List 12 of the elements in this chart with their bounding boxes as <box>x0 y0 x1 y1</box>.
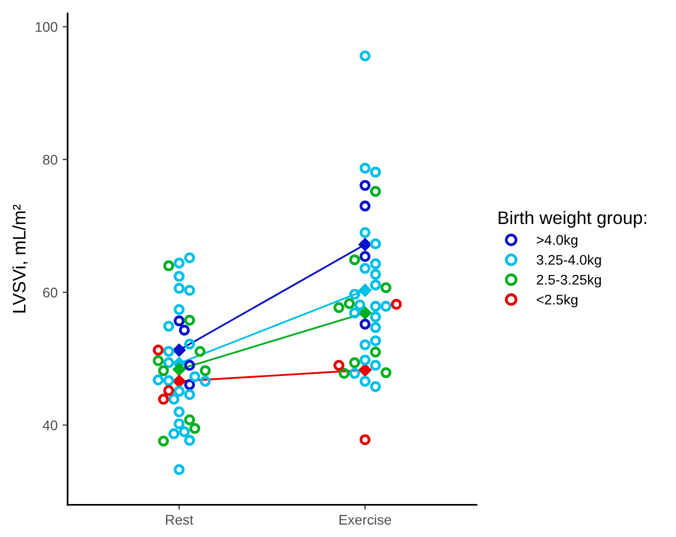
legend-label: 3.25-4.0kg <box>536 254 601 268</box>
x-tick-label: Exercise <box>340 514 392 525</box>
y-tick-label: 80 <box>43 154 58 165</box>
x-tick-label: Rest <box>166 515 194 525</box>
y-tick-label: 40 <box>42 420 58 430</box>
y-axis-title: LVSVi, mL/m² <box>12 204 28 312</box>
y-tick-label: 100 <box>36 22 58 32</box>
y-tick-label: 60 <box>43 288 58 298</box>
legend-label: <2.5kg <box>536 294 578 308</box>
legend-label: >4.0kg <box>536 234 578 248</box>
legend-label: 2.5-3.25kg <box>536 274 601 288</box>
legend-title: Birth weight group: <box>498 210 646 228</box>
